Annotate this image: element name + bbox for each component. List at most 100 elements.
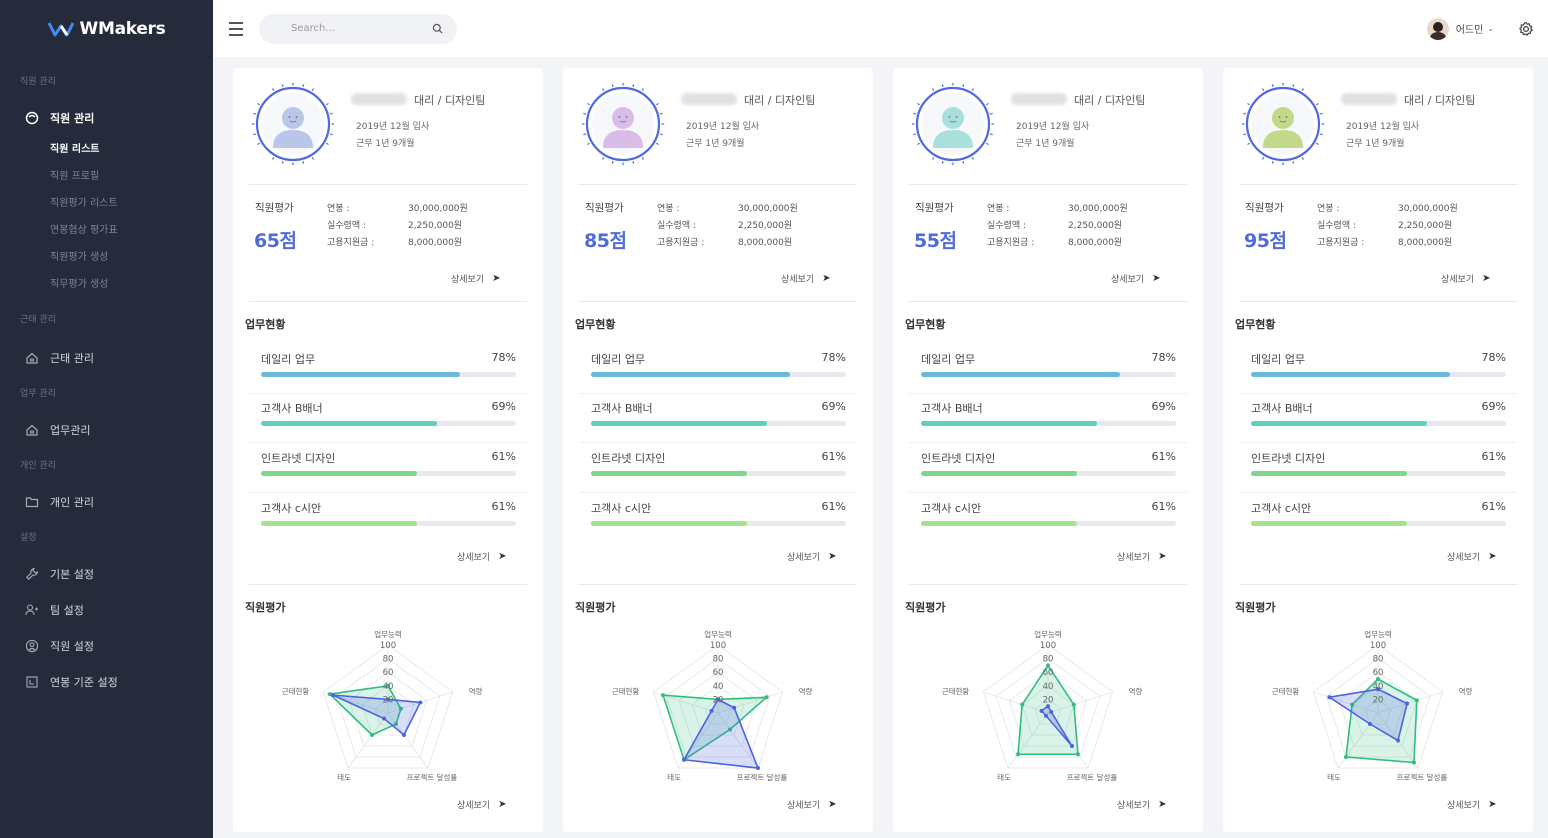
salary-label: 연봉 :: [1317, 204, 1340, 214]
task-progress-fill: [1251, 471, 1407, 476]
task-percent: 61%: [1151, 500, 1176, 513]
divider: [249, 584, 527, 585]
eval-detail-link[interactable]: 상세보기 ➤: [1441, 272, 1491, 285]
radar-point-blue: [716, 697, 720, 702]
search-icon[interactable]: [432, 23, 443, 34]
radar-point-green: [1411, 760, 1416, 765]
menu-toggle-icon[interactable]: [229, 21, 243, 36]
task-progress-fill: [261, 421, 437, 426]
sidebar-item-team-settings[interactable]: 팀 설정: [0, 592, 213, 628]
work-detail-link[interactable]: 상세보기 ➤: [1117, 550, 1167, 563]
sidebar-sub-salary-eval[interactable]: 연봉협상 평가표: [50, 225, 118, 236]
employee-name-blurred: [1341, 93, 1397, 105]
salary-labels: 연봉 : 실수령액 : 고용지원금 :: [1317, 201, 1364, 252]
eval-label: 직원평가: [255, 202, 294, 214]
radar-point-green: [398, 706, 403, 711]
radar-detail-link[interactable]: 상세보기 ➤: [457, 798, 507, 811]
arrow-right-icon: ➤: [1152, 273, 1161, 284]
salary-label: 연봉 :: [657, 204, 680, 214]
work-detail-link[interactable]: 상세보기 ➤: [1447, 550, 1497, 563]
task-item: 데일리 업무 78%: [591, 351, 846, 391]
support-value: 8,000,000원: [1398, 238, 1453, 248]
radar-axis-label: 태도: [997, 773, 1011, 782]
search-input[interactable]: [291, 23, 432, 34]
task-item: 고객사 c시안 61%: [261, 500, 516, 540]
user-name[interactable]: 어드민: [1455, 25, 1484, 36]
sidebar-sub-staff-list[interactable]: 직원 리스트: [50, 144, 100, 155]
sidebar-item-staff[interactable]: 직원 관리: [0, 100, 213, 136]
home-icon: [24, 422, 40, 438]
eval-detail-link[interactable]: 상세보기 ➤: [1111, 272, 1161, 285]
gear-icon[interactable]: [1518, 21, 1534, 37]
ring-ticks: [912, 83, 994, 165]
sidebar-item-attendance[interactable]: 근태 관리: [0, 340, 213, 376]
task-progress-fill: [921, 372, 1120, 377]
task-progress-track: [1251, 471, 1506, 476]
nav-section-attendance: 근태 관리: [20, 315, 56, 325]
more-label: 상세보기: [457, 553, 491, 563]
sidebar-sub-eval-create[interactable]: 직원평가 생성: [50, 252, 109, 263]
sidebar-item-salary-settings[interactable]: 연봉 기준 설정: [0, 664, 213, 700]
radar-tick-label: 60: [713, 668, 724, 678]
radar-axis-label: 프로젝트 달성률: [407, 772, 458, 782]
sidebar-sub-eval-list[interactable]: 직원평가 리스트: [50, 198, 118, 209]
employee-tenure: 근무 1년 9개월: [686, 139, 745, 149]
work-detail-link[interactable]: 상세보기 ➤: [787, 550, 837, 563]
eval-score: 85점: [584, 230, 627, 252]
sidebar-item-label: 근태 관리: [50, 352, 94, 365]
task-percent: 78%: [491, 351, 516, 364]
chevron-down-icon[interactable]: ⌄: [1487, 24, 1494, 33]
user-plus-icon: [24, 602, 40, 618]
radar-detail-link[interactable]: 상세보기 ➤: [1117, 798, 1167, 811]
task-divider: [579, 442, 857, 443]
radar-grid-ring: [678, 671, 758, 747]
task-percent: 61%: [1151, 450, 1176, 463]
sidebar-item-label: 직원 설정: [50, 640, 94, 653]
task-name: 데일리 업무: [921, 353, 976, 366]
radar-point-green: [1414, 698, 1419, 703]
logo[interactable]: WMakers: [0, 0, 213, 58]
task-percent: 69%: [821, 400, 846, 413]
task-divider: [909, 442, 1187, 443]
sidebar-item-personal[interactable]: 개인 관리: [0, 484, 213, 520]
wmakers-logo-icon: [47, 22, 74, 37]
eval-detail-link[interactable]: 상세보기 ➤: [451, 272, 501, 285]
radar-series-blue: [332, 694, 422, 737]
radar-grid-ring: [322, 644, 454, 769]
task-progress-track: [261, 372, 516, 377]
sidebar-item-basic-settings[interactable]: 기본 설정: [0, 556, 213, 592]
radar-tick-label: 80: [1043, 655, 1054, 665]
radar-spoke: [1377, 691, 1443, 714]
net-pay-value: 2,250,000원: [738, 221, 793, 231]
task-progress-track: [591, 471, 846, 476]
sidebar-sub-job-eval-create[interactable]: 직무평가 생성: [50, 279, 109, 290]
app-name: WMakers: [79, 19, 166, 39]
task-progress-track: [591, 521, 846, 526]
radar-detail-link[interactable]: 상세보기 ➤: [787, 798, 837, 811]
sidebar-item-staff-settings[interactable]: 직원 설정: [0, 628, 213, 664]
sidebar-item-label: 업무관리: [50, 424, 91, 437]
radar-point-green: [370, 733, 375, 738]
task-progress-track: [261, 521, 516, 526]
sidebar-item-work[interactable]: 업무관리: [0, 412, 213, 448]
eval-detail-link[interactable]: 상세보기 ➤: [781, 272, 831, 285]
radar-detail-link[interactable]: 상세보기 ➤: [1447, 798, 1497, 811]
arrow-right-icon: ➤: [1158, 551, 1167, 562]
radar-axis-label: 프로젝트 달성률: [737, 772, 788, 782]
radar-series-blue: [682, 698, 760, 769]
sidebar-item-label: 개인 관리: [50, 496, 94, 509]
user-circle-icon: [24, 638, 40, 654]
radar-grid-ring: [691, 685, 745, 736]
task-progress-track: [1251, 372, 1506, 377]
avatar[interactable]: [1426, 17, 1449, 40]
task-progress-fill: [261, 521, 417, 526]
radar-axis-label: 태도: [667, 773, 681, 782]
task-name: 고객사 c시안: [261, 502, 322, 515]
profile-header: 대리 / 디자인팀 2019년 12월 입사 근무 1년 9개월: [893, 68, 1203, 184]
avatar-head: [1272, 107, 1294, 129]
work-detail-link[interactable]: 상세보기 ➤: [457, 550, 507, 563]
more-label: 상세보기: [457, 801, 491, 811]
radar-axis-label: 프로젝트 달성률: [1067, 772, 1118, 782]
sidebar-sub-staff-profile[interactable]: 직원 프로필: [50, 171, 100, 182]
